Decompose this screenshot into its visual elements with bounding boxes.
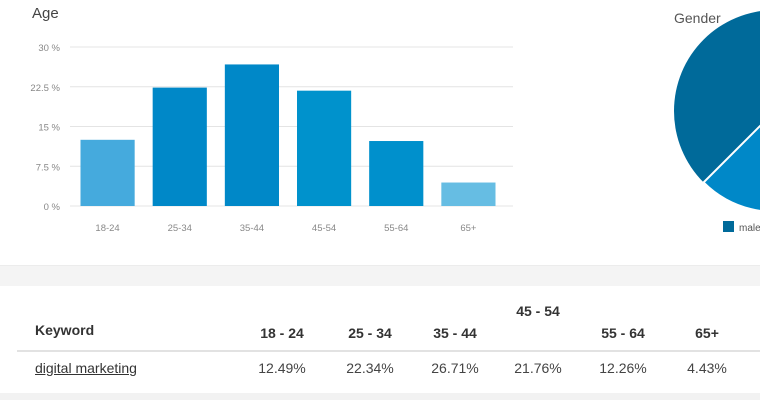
section-divider	[0, 265, 760, 286]
y-tick-label: 30 %	[38, 43, 60, 54]
column-header-25-34: 25 - 34	[348, 325, 392, 341]
column-header-45-54: 45 - 54	[516, 303, 560, 319]
pie-slice-female[interactable]	[702, 111, 760, 212]
column-header-18-24: 18 - 24	[260, 325, 304, 341]
column-header-55-64: 55 - 64	[601, 325, 645, 341]
table-footer	[0, 393, 760, 400]
x-tick-label: 65+	[460, 223, 477, 234]
legend-swatch-male	[723, 221, 734, 232]
bar-35-44[interactable]	[224, 64, 279, 206]
bar-18-24[interactable]	[80, 139, 135, 206]
x-tick-label: 18-24	[95, 223, 119, 234]
cell-25-34: 22.34%	[346, 360, 394, 376]
cell-35-44: 26.71%	[431, 360, 479, 376]
cell-45-54: 21.76%	[514, 360, 562, 376]
x-tick-label: 45-54	[312, 223, 336, 234]
x-tick-label: 35-44	[240, 223, 264, 234]
bar-55-64[interactable]	[369, 141, 424, 206]
bar-25-34[interactable]	[152, 87, 207, 206]
cell-18-24: 12.49%	[258, 360, 306, 376]
x-tick-label: 25-34	[168, 223, 192, 234]
y-tick-label: 15 %	[38, 123, 60, 134]
bar-45-54[interactable]	[297, 90, 352, 206]
keyword-link[interactable]: digital marketing	[35, 360, 137, 376]
gender-pie-chart: male	[674, 11, 760, 234]
age-chart-title: Age	[32, 5, 59, 22]
gender-chart-title: Gender	[674, 10, 721, 26]
table-header-divider	[17, 350, 760, 352]
bar-65+[interactable]	[441, 182, 496, 206]
y-tick-label: 22.5 %	[30, 83, 60, 94]
legend-label-male: male	[739, 223, 760, 234]
cell-65plus: 4.43%	[687, 360, 727, 376]
keyword-column-header: Keyword	[35, 322, 95, 338]
x-tick-label: 55-64	[384, 223, 408, 234]
cell-55-64: 12.26%	[599, 360, 647, 376]
age-bar-chart: 0 % 7.5 % 15 % 22.5 % 30 % 18-24 25-34 35-44 45-…	[30, 43, 513, 234]
column-header-65plus: 65+	[695, 325, 719, 341]
y-tick-label: 7.5 %	[36, 162, 61, 173]
y-tick-label: 0 %	[44, 202, 61, 213]
column-header-35-44: 35 - 44	[433, 325, 477, 341]
